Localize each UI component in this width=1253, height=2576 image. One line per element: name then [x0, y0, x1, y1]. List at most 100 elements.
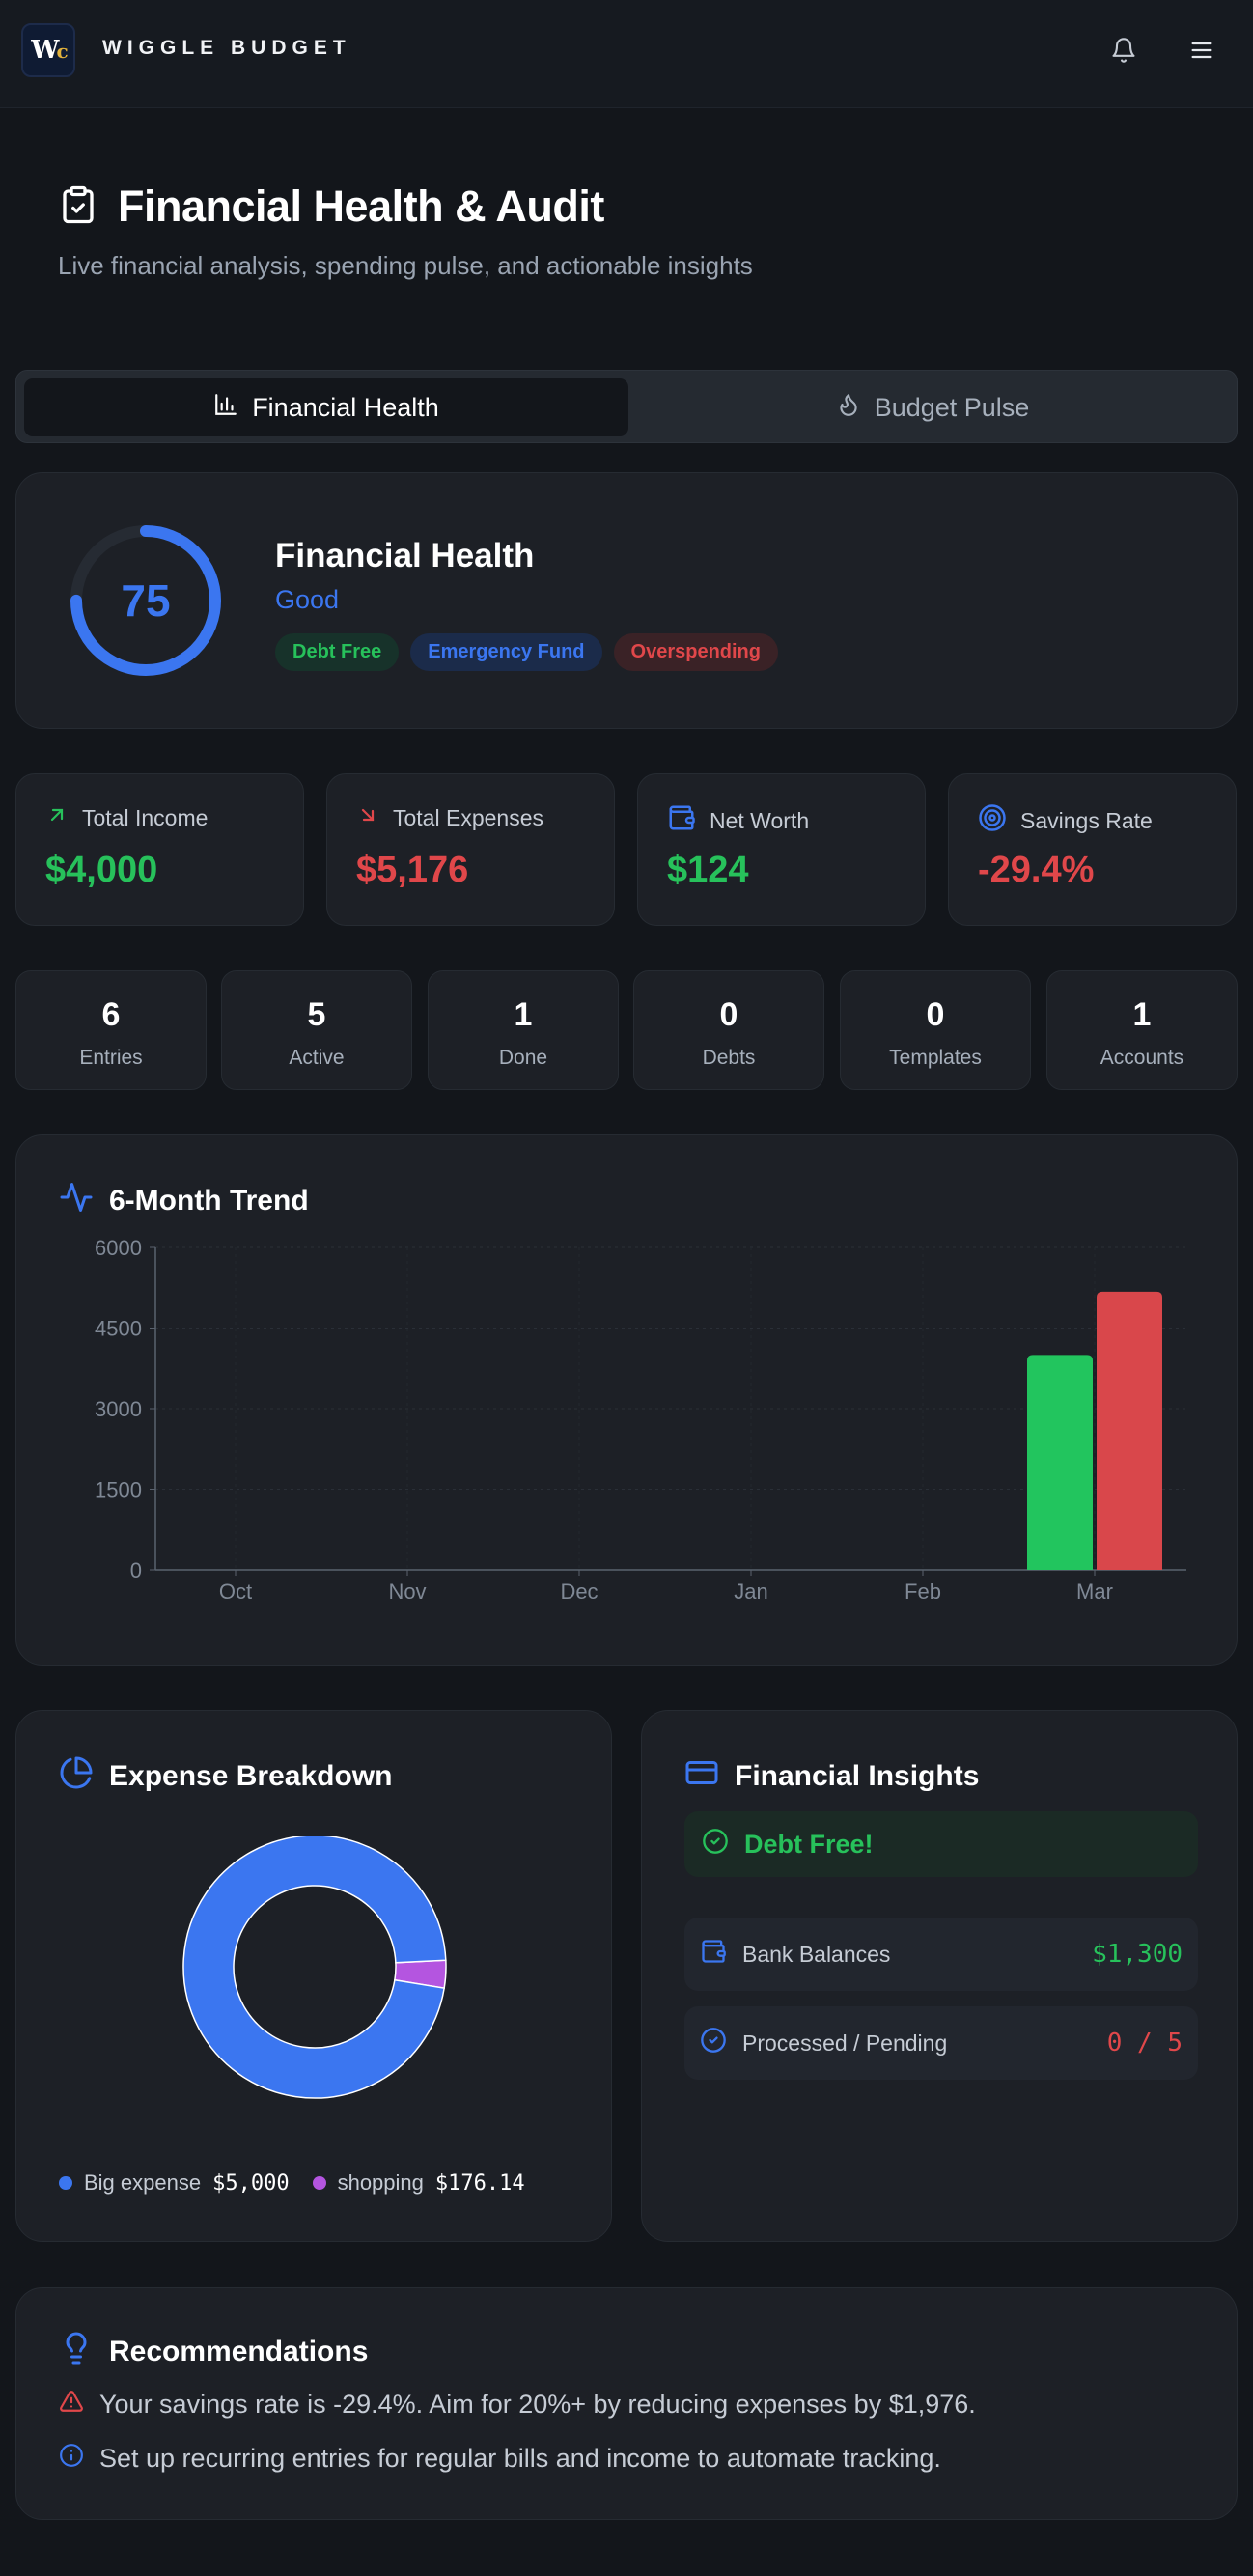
legend-dot: [59, 2176, 72, 2190]
counter-value: 5: [307, 996, 326, 1033]
health-status: Good: [275, 585, 340, 614]
brand-name: WIGGLE BUDGET: [102, 37, 351, 59]
counter-value: 0: [926, 996, 945, 1033]
trend-header: 6-Month Trend: [59, 1180, 309, 1222]
wallet-icon: [700, 1938, 727, 1971]
check-circle-icon: [700, 2027, 727, 2059]
lightbulb-icon: [59, 2331, 94, 2373]
y-tick-label: 3000: [95, 1397, 142, 1421]
trend-chart: 0 1500 3000 4500 6000 Oct Nov Dec Jan Feb Mar: [95, 1236, 1186, 1604]
x-tick-label: Mar: [1076, 1580, 1113, 1604]
stat-value: $5,176: [356, 850, 469, 890]
y-tick-label: 6000: [95, 1236, 142, 1260]
health-title: Financial Health: [275, 537, 535, 574]
page-title: Financial Health & Audit: [118, 182, 604, 231]
counter-label: Debts: [702, 1047, 756, 1069]
x-tick-label: Jan: [734, 1580, 767, 1604]
expense-breakdown-card: Expense Breakdown Big expense $5,000 sho…: [15, 1710, 612, 2242]
counter-label: Done: [498, 1047, 548, 1069]
insights-title: Financial Insights: [735, 1760, 980, 1792]
counter-value: 6: [101, 996, 121, 1033]
counter-value: 1: [514, 996, 533, 1033]
counter-label: Accounts: [1100, 1047, 1184, 1069]
x-tick-label: Oct: [219, 1580, 252, 1604]
arrow-up-right-icon: [45, 803, 69, 832]
insight-value: 0 / 5: [1106, 2029, 1183, 2058]
recommendations-header: Recommendations: [59, 2331, 368, 2373]
top-bar: Wc WIGGLE BUDGET: [0, 0, 1253, 108]
warning-icon: [59, 2389, 84, 2421]
activity-icon: [59, 1180, 94, 1222]
trend-card: 6-Month Trend 0 1500 3000 4500 6000 Oct Nov Dec…: [15, 1134, 1238, 1666]
recommendations-title: Recommendations: [109, 2336, 369, 2367]
trend-title: 6-Month Trend: [109, 1185, 309, 1217]
counter-entries: 6 Entries: [15, 970, 207, 1090]
flame-icon: [836, 392, 861, 424]
page-header: Financial Health & Audit: [58, 182, 604, 232]
x-tick-label: Dec: [560, 1580, 598, 1604]
insight-label: Bank Balances: [742, 1941, 891, 1967]
view-tabs: Financial Health Budget Pulse: [15, 370, 1238, 443]
legend-dot: [312, 2176, 326, 2190]
x-tick-label: Feb: [905, 1580, 941, 1604]
health-score-card: 75 Financial Health Good Debt Free Emerg…: [15, 472, 1238, 729]
insights-header: Financial Insights: [684, 1755, 979, 1798]
counter-label: Entries: [79, 1047, 143, 1069]
counter-accounts: 1 Accounts: [1046, 970, 1238, 1090]
legend-amount: $176.14: [434, 2170, 525, 2196]
bell-icon[interactable]: [1104, 31, 1143, 70]
recommendation-text: Your savings rate is -29.4%. Aim for 20%…: [99, 2390, 976, 2419]
expense-header: Expense Breakdown: [59, 1755, 392, 1798]
y-tick-label: 1500: [95, 1478, 142, 1502]
tab-label: Financial Health: [252, 392, 439, 422]
health-badges: Debt Free Emergency Fund Overspending: [275, 633, 778, 671]
legend-label: shopping: [337, 2170, 424, 2195]
recommendation-text: Set up recurring entries for regular bil…: [99, 2444, 941, 2473]
insight-bank-balances: Bank Balances $1,300: [684, 1918, 1198, 1991]
stat-label: Savings Rate: [1020, 807, 1153, 833]
arrow-down-right-icon: [356, 803, 379, 832]
target-icon: [978, 803, 1007, 838]
counter-label: Active: [289, 1047, 345, 1069]
stat-savings-rate: Savings Rate -29.4%: [948, 773, 1237, 926]
recommendation-item: Your savings rate is -29.4%. Aim for 20%…: [59, 2389, 976, 2421]
bar[interactable]: [1027, 1355, 1093, 1570]
expense-title: Expense Breakdown: [109, 1760, 393, 1792]
bar-chart-icon: [213, 392, 238, 424]
menu-icon[interactable]: [1183, 31, 1221, 70]
tab-budget-pulse[interactable]: Budget Pulse: [634, 378, 1231, 436]
financial-insights-card: Financial Insights Debt Free! Bank Balan…: [641, 1710, 1238, 2242]
stat-value: $124: [667, 850, 749, 890]
counter-value: 1: [1132, 996, 1152, 1033]
insight-label: Processed / Pending: [742, 2030, 948, 2056]
stat-value: $4,000: [45, 850, 158, 890]
donut-slice[interactable]: [182, 1836, 447, 2099]
check-circle-icon: [702, 1828, 729, 1862]
x-tick-label: Nov: [388, 1580, 426, 1604]
bar[interactable]: [1097, 1291, 1162, 1570]
insight-processed-pending: Processed / Pending 0 / 5: [684, 2006, 1198, 2080]
health-gauge-arc: [70, 525, 221, 676]
health-gauge: [70, 525, 221, 676]
info-icon: [59, 2443, 84, 2475]
counter-value: 0: [719, 996, 738, 1033]
health-score: 75: [121, 575, 171, 626]
page-subtitle: Live financial analysis, spending pulse,…: [58, 251, 753, 280]
debt-free-label: Debt Free!: [744, 1829, 874, 1859]
badge-debt-free: Debt Free: [275, 633, 400, 671]
tab-financial-health[interactable]: Financial Health: [24, 378, 628, 436]
stat-total-income: Total Income $4,000: [15, 773, 304, 926]
stat-value: -29.4%: [978, 850, 1095, 890]
counter-debts: 0 Debts: [633, 970, 824, 1090]
credit-card-icon: [684, 1755, 719, 1798]
legend-label: Big expense: [84, 2170, 202, 2195]
recommendations-card: Recommendations Your savings rate is -29…: [15, 2287, 1238, 2520]
legend-amount: $5,000: [212, 2170, 290, 2196]
pie-chart-icon: [59, 1755, 94, 1798]
app-logo[interactable]: Wc: [21, 23, 75, 77]
expense-donut: [182, 1836, 447, 2099]
clipboard-check-icon: [58, 184, 98, 230]
stat-net-worth: Net Worth $124: [637, 773, 926, 926]
stat-label: Total Expenses: [393, 804, 543, 830]
badge-emergency-fund: Emergency Fund: [410, 633, 602, 671]
